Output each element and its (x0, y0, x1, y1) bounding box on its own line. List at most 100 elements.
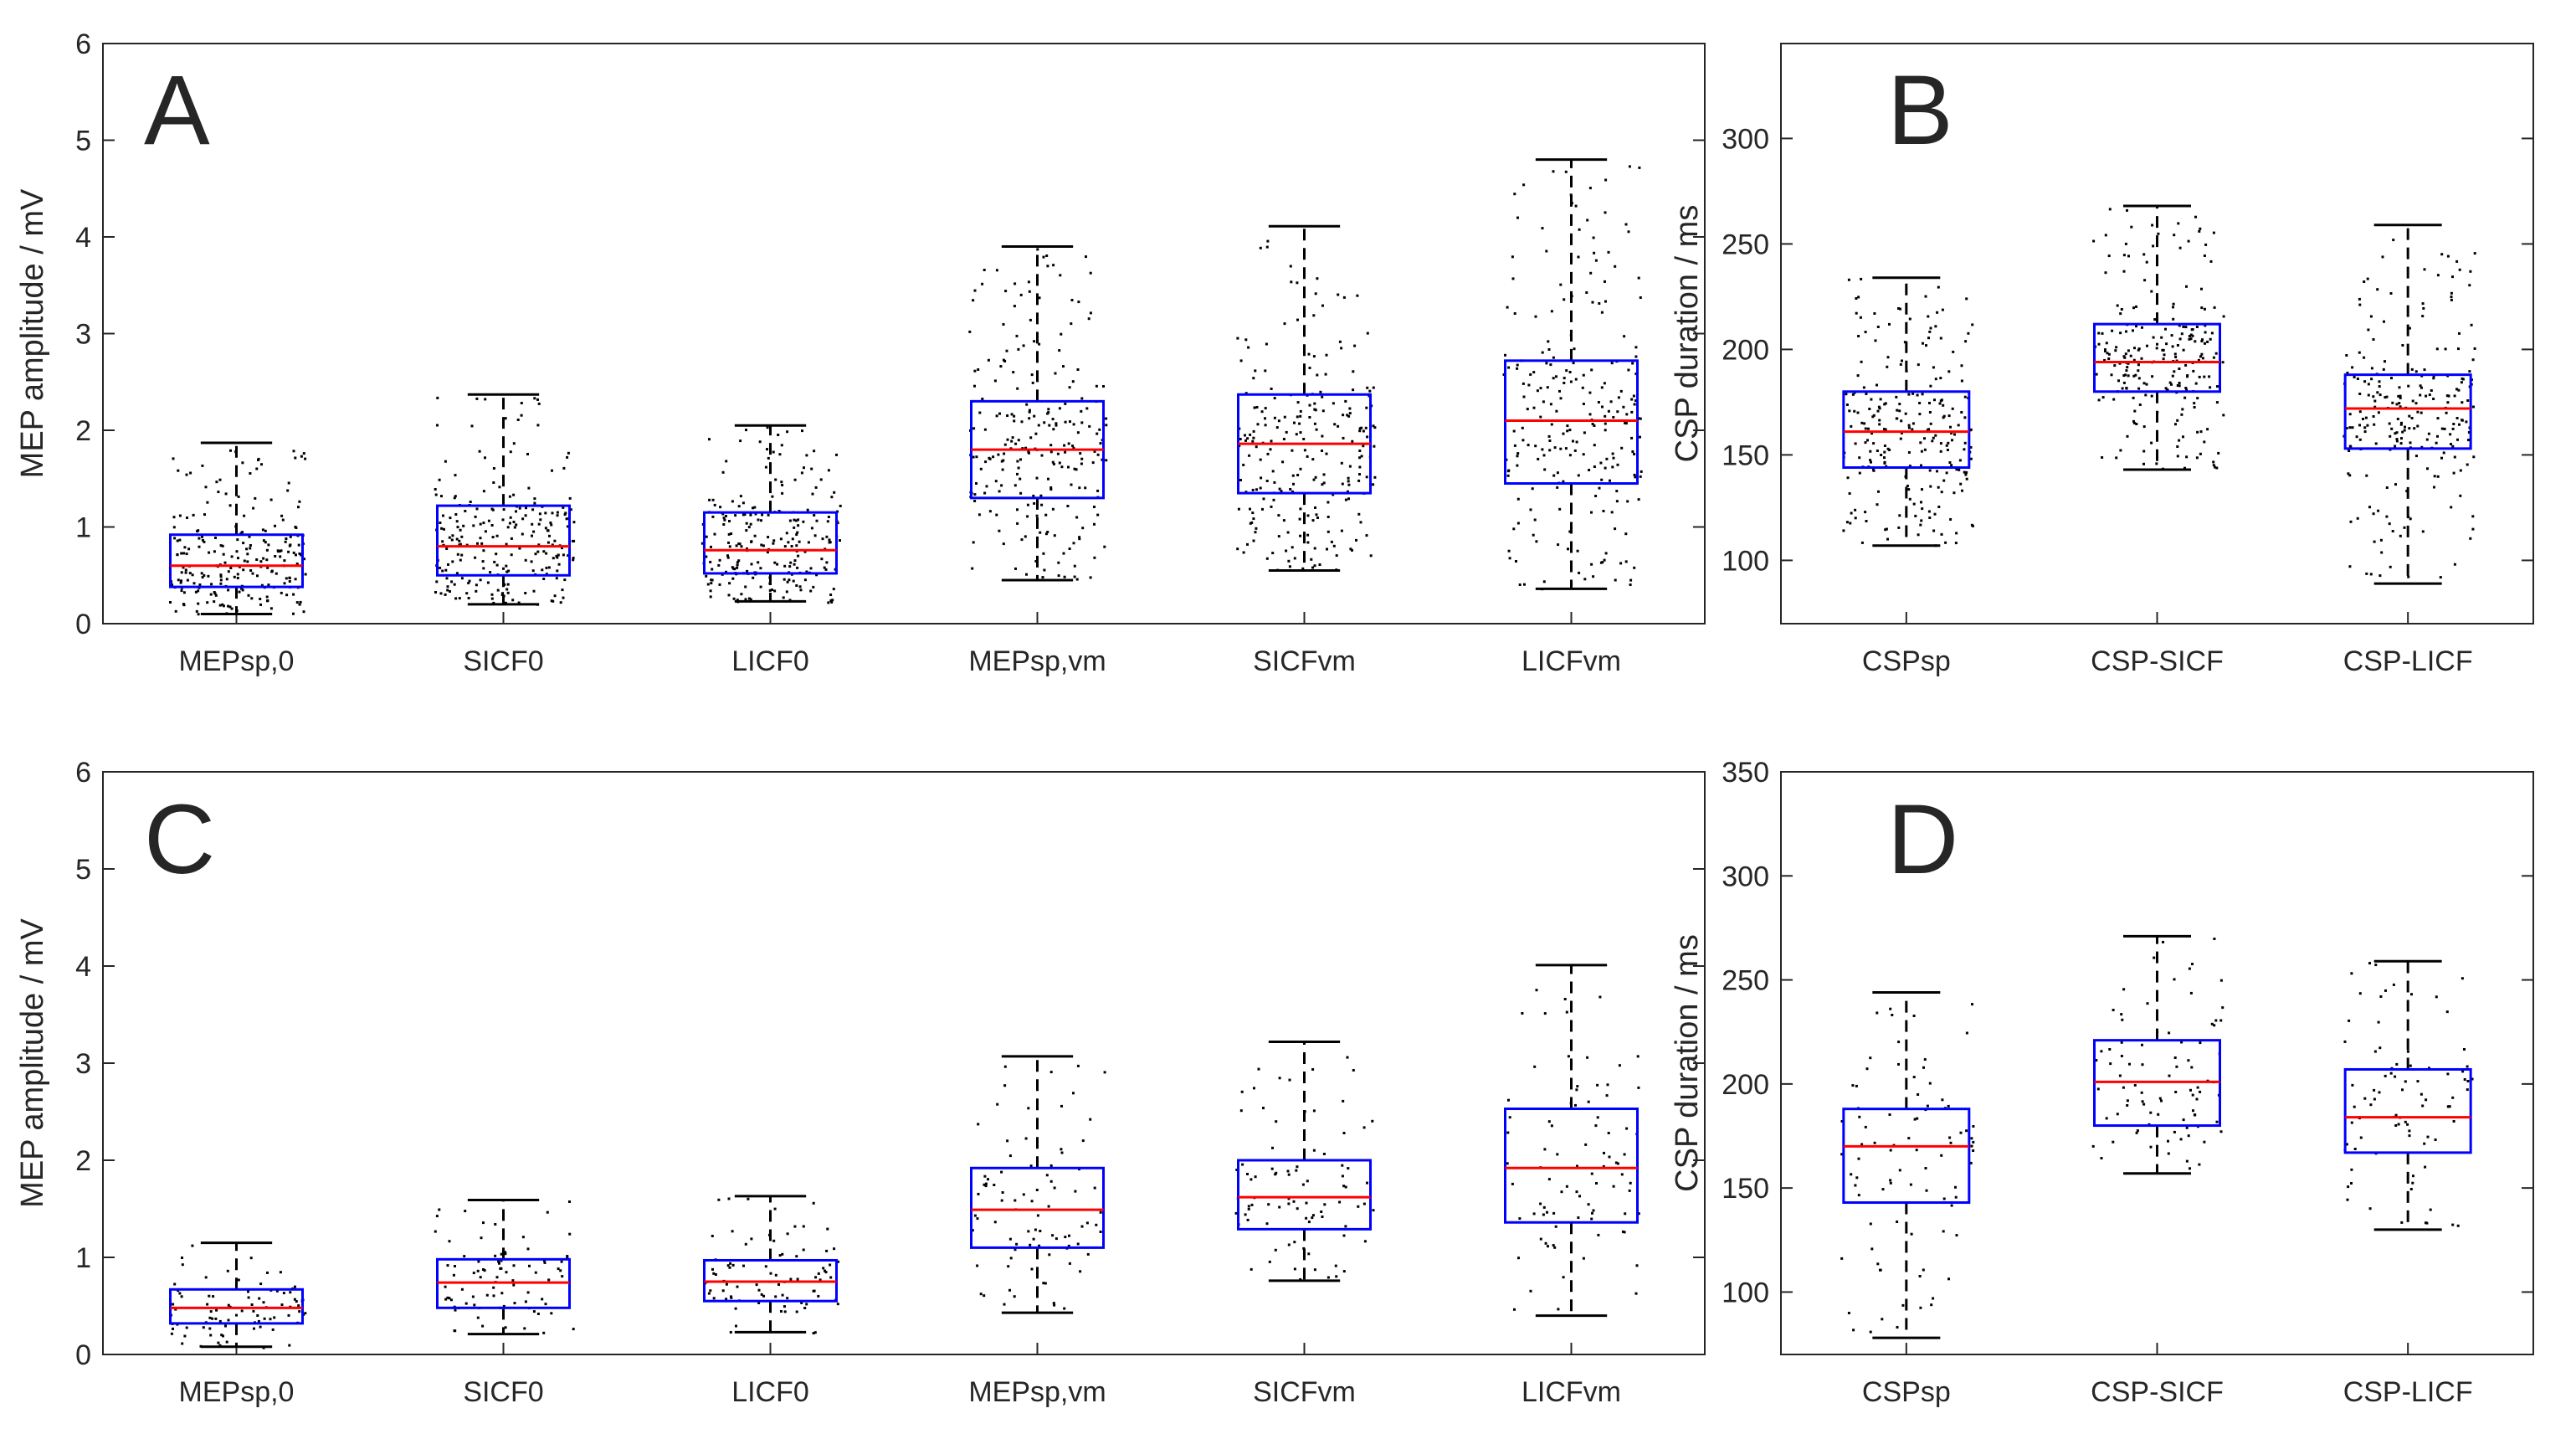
scatter-point (1573, 449, 1577, 452)
scatter-point (1322, 1153, 1326, 1155)
scatter-point (1073, 564, 1076, 568)
scatter-point (1911, 428, 1914, 431)
scatter-point (788, 599, 792, 602)
scatter-point (827, 469, 830, 472)
scatter-point (1605, 457, 1609, 460)
scatter-point (1099, 1231, 1102, 1233)
scatter-point (1878, 407, 1881, 410)
scatter-point (2123, 356, 2127, 359)
scatter-point (1932, 436, 1935, 439)
scatter-point (2383, 320, 2385, 323)
scatter-point (2372, 415, 2375, 418)
scatter-point (1089, 1118, 1092, 1121)
scatter-point (1850, 424, 1853, 428)
scatter-point (781, 491, 784, 495)
scatter-point (771, 495, 774, 498)
scatter-point (279, 555, 282, 558)
scatter-point (1508, 1116, 1511, 1119)
scatter-point (454, 1308, 457, 1312)
scatter-point (2426, 467, 2429, 470)
scatter-point (792, 579, 795, 583)
scatter-point (1298, 422, 1301, 425)
scatter-point (1348, 407, 1352, 410)
scatter-point (1883, 445, 1886, 447)
scatter-point (1315, 428, 1318, 431)
scatter-point (532, 1310, 536, 1313)
scatter-point (1034, 432, 1038, 435)
scatter-point (505, 542, 508, 546)
scatter-point (1003, 359, 1007, 362)
scatter-point (298, 500, 301, 503)
scatter-point (1541, 448, 1544, 451)
scatter-point (2108, 208, 2112, 211)
scatter-point (2440, 427, 2444, 430)
scatter-point (571, 539, 574, 542)
scatter-point (1634, 346, 1638, 349)
scatter-point (2353, 1148, 2357, 1150)
scatter-point (2173, 370, 2176, 373)
scatter-point (2444, 347, 2447, 351)
scatter-point (2433, 475, 2436, 478)
box (1842, 1108, 1971, 1205)
scatter-point (288, 580, 291, 583)
scatter-point (1576, 1164, 1578, 1168)
scatter-point (782, 596, 785, 599)
scatter-point (1072, 1092, 1075, 1095)
scatter-point (1591, 301, 1594, 304)
scatter-point (2363, 380, 2367, 383)
scatter-point (1055, 422, 1058, 425)
scatter-point (1864, 331, 1867, 334)
scatter-point (1917, 363, 1920, 367)
scatter-point (2455, 260, 2459, 263)
scatter-point (1262, 1107, 1265, 1110)
scatter-point (1600, 311, 1604, 314)
scatter-point (749, 522, 752, 526)
scatter-point (2168, 1031, 2171, 1035)
scatter-point (553, 594, 557, 598)
scatter-point (2455, 417, 2459, 419)
scatter-point (2141, 1063, 2144, 1067)
scatter-point (555, 554, 558, 558)
scatter-point (1049, 488, 1053, 491)
scatter-point (822, 1267, 825, 1270)
scatter-point (1542, 580, 1546, 583)
scatter-point (2160, 336, 2163, 339)
scatter-point (1080, 462, 1083, 465)
scatter-point (1886, 356, 1890, 359)
scatter-point (1923, 1058, 1927, 1061)
scatter-point (1639, 475, 1642, 478)
scatter-point (472, 1272, 475, 1275)
scatter-point (1971, 1003, 1973, 1006)
scatter-point (507, 569, 511, 573)
scatter-point (2348, 450, 2351, 452)
scatter-point (788, 565, 792, 568)
box (1504, 1108, 1639, 1224)
scatter-point (454, 474, 457, 477)
scatter-point (2451, 1223, 2455, 1226)
scatter-point (1271, 552, 1275, 555)
scatter-point (2141, 1100, 2144, 1103)
scatter-point (1081, 1139, 1085, 1143)
y-tick-label: 0 (75, 609, 91, 640)
scatter-point (1550, 1124, 1553, 1128)
scatter-point (1907, 488, 1911, 491)
scatter-point (752, 576, 755, 579)
scatter-point (531, 508, 535, 511)
scatter-point (1552, 1244, 1555, 1247)
scatter-point (2151, 224, 2154, 227)
scatter-point (2173, 1130, 2176, 1133)
scatter-point (1060, 1151, 1064, 1154)
scatter-point (482, 522, 485, 525)
scatter-point (1611, 452, 1614, 455)
scatter-point (1539, 1202, 1542, 1205)
scatter-point (1362, 1202, 1366, 1205)
scatter-point (2137, 377, 2141, 380)
scatter-point (1602, 1164, 1605, 1168)
scatter-point (526, 1247, 530, 1251)
scatter-point (1954, 1195, 1958, 1199)
scatter-point (829, 1276, 833, 1279)
scatter-point (1293, 557, 1296, 560)
scatter-point (1521, 382, 1525, 385)
scatter-point (2451, 275, 2454, 279)
scatter-point (1362, 445, 1365, 448)
